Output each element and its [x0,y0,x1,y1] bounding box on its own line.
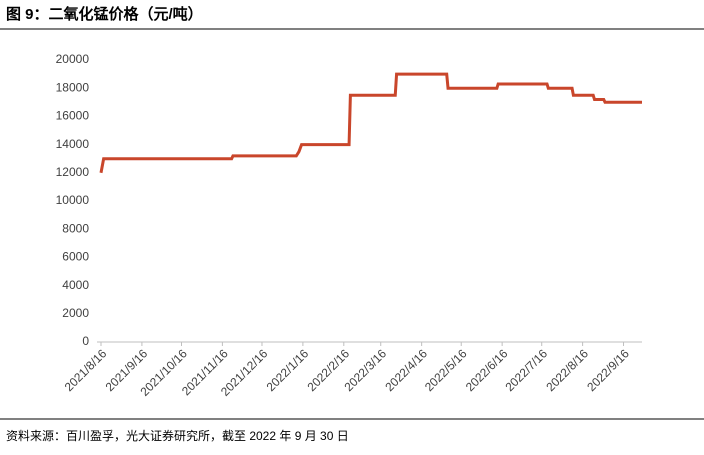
x-tick-label: 2022/6/16 [463,346,511,394]
chart-title: 图 9：二氧化锰价格（元/吨） [6,5,203,23]
y-tick-label: 18000 [56,80,90,94]
y-tick-label: 4000 [62,278,89,292]
y-tick-label: 12000 [56,165,90,179]
y-tick-label: 14000 [56,137,90,151]
y-tick-label: 2000 [62,306,89,320]
y-tick-label: 16000 [56,109,90,123]
y-tick-label: 10000 [56,193,90,207]
x-tick-label: 2022/1/16 [264,346,312,394]
y-tick-label: 8000 [62,221,89,235]
x-tick-label: 2022/5/16 [422,346,470,394]
source-note: 资料来源：百川盈孚，光大证券研究所，截至 2022 年 9 月 30 日 [6,428,349,443]
x-tick-label: 2022/7/16 [502,346,550,394]
y-tick-label: 0 [82,334,89,348]
x-tick-label: 2022/4/16 [382,346,430,394]
y-tick-label: 6000 [62,250,89,264]
x-tick-label: 2022/8/16 [543,346,591,394]
y-tick-label: 20000 [56,52,90,66]
price-line [99,72,642,174]
x-tick-label: 2021/8/16 [62,346,110,394]
x-tick-label: 2022/9/16 [584,346,632,394]
